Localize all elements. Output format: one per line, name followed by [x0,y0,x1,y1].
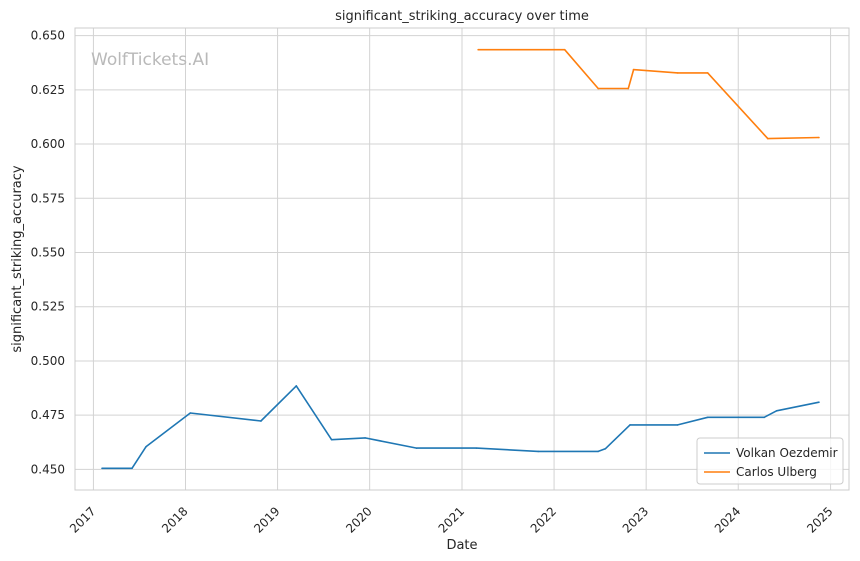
data-point-volkan-oezdemir [189,412,192,414]
data-point-carlos-ulberg [627,87,630,90]
series-line-carlos-ulberg [478,48,820,140]
data-point-volkan-oezdemir [537,450,539,453]
legend: Volkan Oezdemir Carlos Ulberg [696,437,844,485]
y-tick-label: 0.525 [31,300,65,314]
y-tick-label: 0.475 [31,408,65,422]
legend-box [696,437,844,485]
y-axis-ticks: 0.450 0.475 0.500 0.525 0.550 0.575 0.600 0.625… [31,29,65,477]
y-axis-label: significant_striking_accuracy [10,165,25,353]
data-point-volkan-oezdemir [604,447,607,450]
data-point-carlos-ulberg [597,87,600,90]
legend-label-volkan-oezdemir: Volkan Oezdemir [736,446,838,460]
data-point-volkan-oezdemir [260,420,262,422]
x-tick-label: 2022 [528,504,559,535]
plot-frame [74,27,850,491]
x-tick-label: 2023 [620,504,651,535]
y-tick-label: 0.550 [31,245,65,259]
data-point-volkan-oezdemir [775,410,778,412]
x-axis-label: Date [446,538,477,553]
y-tick-label: 0.450 [31,462,65,476]
data-point-carlos-ulberg [563,48,566,51]
data-point-volkan-oezdemir [101,467,103,470]
x-tick-label: 2017 [67,504,98,535]
chart-title: significant_striking_accuracy over time [335,9,589,24]
data-point-carlos-ulberg [632,68,635,71]
x-tick-label: 2025 [804,504,835,535]
y-tick-label: 0.600 [31,137,65,151]
data-point-volkan-oezdemir [475,447,478,449]
data-point-volkan-oezdemir [364,437,366,439]
x-tick-label: 2020 [343,504,374,535]
x-tick-label: 2024 [712,504,743,535]
data-point-volkan-oezdemir [295,385,298,387]
grid [75,28,849,490]
watermark: WolfTickets.AI [91,50,209,70]
y-tick-label: 0.625 [31,83,65,97]
series-lines [101,48,820,470]
data-point-volkan-oezdemir [629,424,631,426]
y-tick-label: 0.650 [31,29,65,43]
data-point-carlos-ulberg [766,137,769,140]
legend-label-carlos-ulberg: Carlos Ulberg [736,465,817,479]
x-tick-label: 2018 [159,504,190,535]
y-tick-label: 0.500 [31,354,65,368]
data-point-volkan-oezdemir [131,467,133,470]
data-point-carlos-ulberg [706,72,709,74]
data-point-volkan-oezdemir [597,450,600,453]
data-point-volkan-oezdemir [676,424,679,426]
x-axis-ticks: 2017 2018 2019 2020 2021 2022 2023 2024 2025 [67,504,836,535]
data-point-volkan-oezdemir [763,416,766,419]
data-point-volkan-oezdemir [145,445,147,448]
data-point-volkan-oezdemir [818,401,820,403]
data-point-volkan-oezdemir [330,438,333,441]
data-point-carlos-ulberg [477,48,479,51]
data-point-carlos-ulberg [676,72,679,74]
x-tick-label: 2021 [436,504,467,535]
data-point-volkan-oezdemir [706,416,709,419]
y-tick-label: 0.575 [31,191,65,205]
x-tick-label: 2019 [251,504,282,535]
data-point-volkan-oezdemir [415,447,418,449]
data-point-carlos-ulberg [818,136,820,139]
